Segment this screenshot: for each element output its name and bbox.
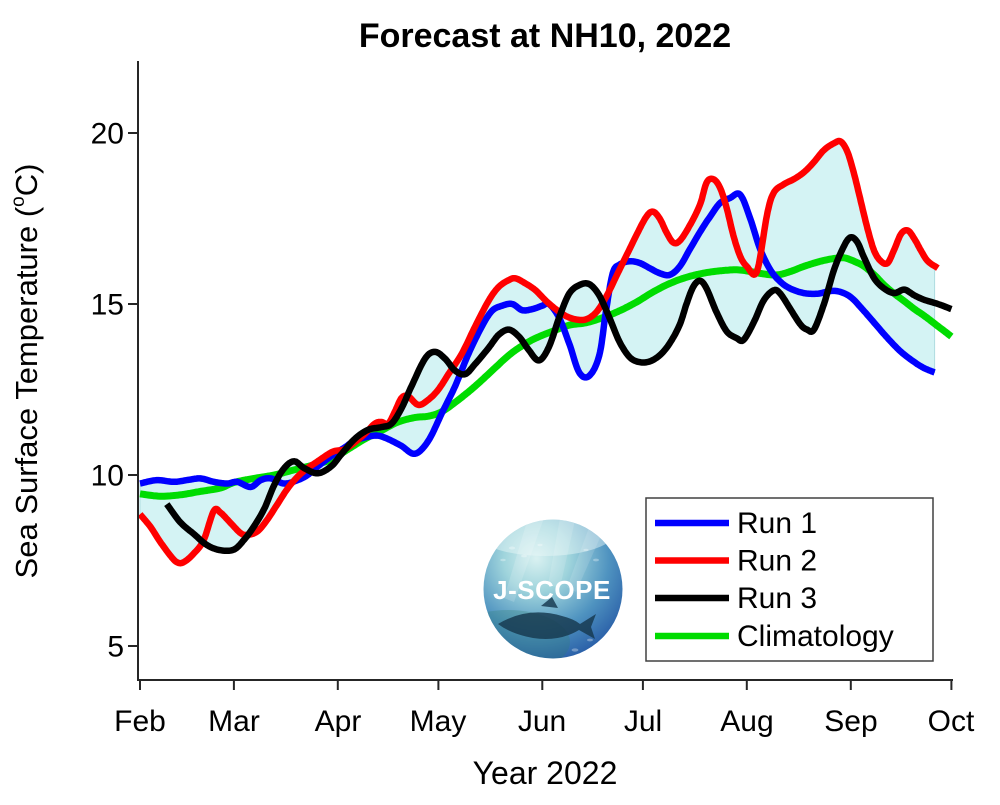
y-tick-label: 5 [107,631,124,664]
legend-label-run1: Run 1 [737,507,817,540]
fish-fin-icon [541,597,558,608]
x-tick-label: Jun [518,705,566,738]
chart-title: Forecast at NH10, 2022 [359,17,731,55]
x-tick-label: Oct [928,705,975,738]
x-tick-label: Mar [208,705,260,738]
fish-school-icon [500,543,599,652]
x-axis-label: Year 2022 [473,755,618,791]
logo-light-rays [504,519,603,602]
plot-area [137,137,955,567]
run3-line [164,233,954,555]
x-tick-label: May [410,705,467,738]
legend-label-run2: Run 2 [737,545,817,578]
x-tick-label: Jul [624,705,662,738]
x-tick-label: Sep [824,705,877,738]
legend-label-run3: Run 3 [737,582,817,615]
y-tick-label: 15 [91,289,124,322]
tick-marks [128,132,953,690]
run2-line [137,137,941,567]
series-lines [137,137,955,567]
x-tick-label: Aug [720,705,773,738]
x-tick-label: Apr [315,705,362,738]
legend: Run 1 Run 2 Run 3 Climatology [645,497,934,662]
y-tick-label: 20 [91,118,124,151]
axes [128,61,953,690]
y-tick-label: 10 [91,460,124,493]
logo-light-water [483,519,617,556]
y-axis-label: Sea Surface Temperature (oC) [8,164,44,579]
logo-text: J-SCOPE [493,575,611,605]
legend-label-climatology: Climatology [737,620,894,653]
x-tick-label: Feb [114,705,166,738]
fish-icon [498,612,596,639]
